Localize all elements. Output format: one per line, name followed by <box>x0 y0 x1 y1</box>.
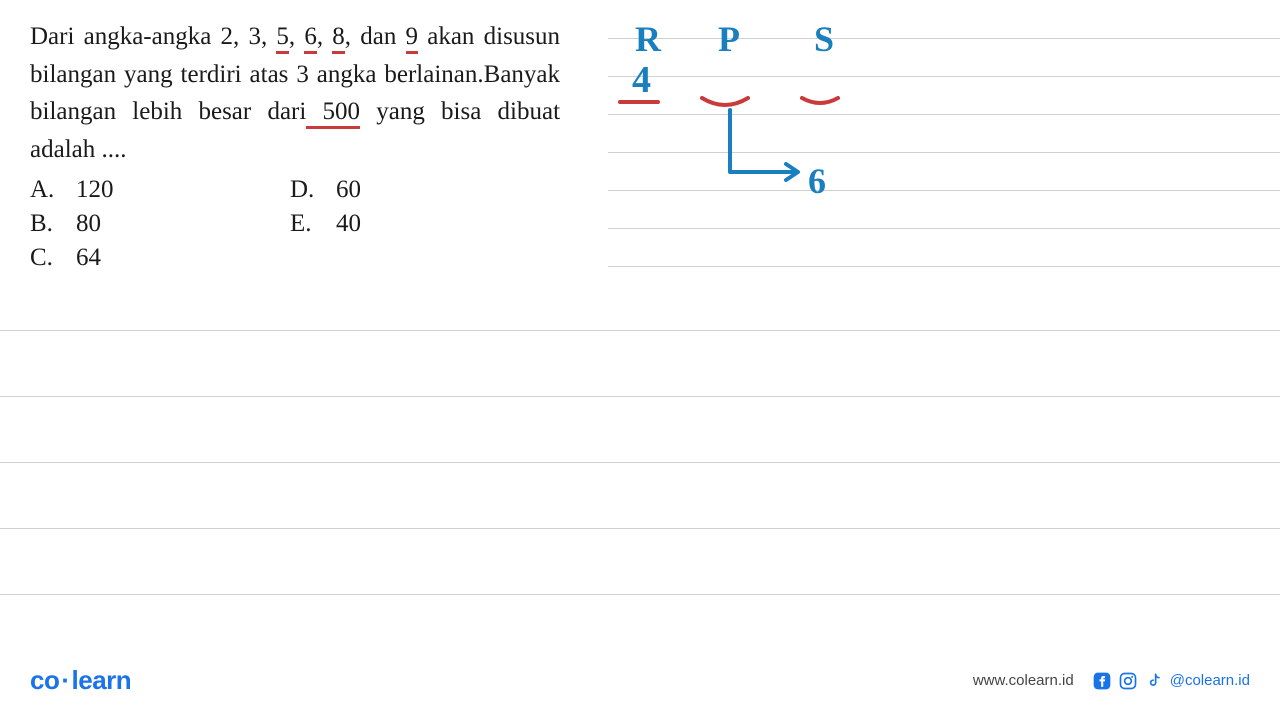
logo-learn: learn <box>72 665 132 695</box>
option-value: 80 <box>76 210 101 237</box>
logo-co: co <box>30 665 59 695</box>
q-text: akan <box>418 23 474 50</box>
ruled-line <box>608 76 1280 77</box>
handwriting-S: S <box>814 18 834 60</box>
option-label: D. <box>290 176 336 204</box>
option-c: C.64 <box>30 244 290 272</box>
question-text: Dari angka-angka 2, 3, 5, 6, 8, dan 9 ak… <box>30 18 560 168</box>
option-d: D.60 <box>290 176 490 204</box>
q-underline: 5 <box>276 23 289 54</box>
ruled-line <box>0 396 1280 397</box>
option-label: A. <box>30 176 76 204</box>
footer-right: www.colearn.id @colearn.id <box>973 671 1250 691</box>
q-underline: 8 <box>332 23 345 54</box>
logo-dot: · <box>61 665 69 695</box>
option-label: B. <box>30 210 76 238</box>
option-b: B.80 <box>30 210 290 238</box>
option-label: E. <box>290 210 336 238</box>
ruled-line <box>0 594 1280 595</box>
q-text: , <box>289 23 304 50</box>
ruled-line <box>608 152 1280 153</box>
footer: co·learn www.colearn.id @colearn.id <box>30 665 1250 696</box>
footer-url: www.colearn.id <box>973 672 1074 689</box>
option-value: 64 <box>76 244 101 271</box>
red-underline <box>618 100 660 104</box>
option-e: E.40 <box>290 210 490 238</box>
red-underline-curve <box>800 94 840 108</box>
handwriting-R: R <box>635 18 661 60</box>
option-value: 40 <box>336 210 361 237</box>
ruled-line <box>608 190 1280 191</box>
tiktok-icon <box>1144 671 1164 691</box>
ruled-line <box>0 462 1280 463</box>
instagram-icon <box>1118 671 1138 691</box>
q-underline: 500 <box>306 98 360 129</box>
ruled-line <box>608 38 1280 39</box>
arrow-icon <box>720 108 810 188</box>
handwriting-6: 6 <box>808 160 826 202</box>
ruled-line <box>0 528 1280 529</box>
option-label: C. <box>30 244 76 272</box>
q-underline: 9 <box>406 23 419 54</box>
question-block: Dari angka-angka 2, 3, 5, 6, 8, dan 9 ak… <box>30 18 560 272</box>
ruled-line <box>0 330 1280 331</box>
options-grid: A.120 D.60 B.80 E.40 C.64 <box>30 176 560 272</box>
q-text: Dari angka-angka 2, 3, <box>30 23 276 50</box>
social-icons: @colearn.id <box>1092 671 1250 691</box>
option-value: 120 <box>76 176 114 203</box>
handwriting-4: 4 <box>632 58 651 102</box>
option-a: A.120 <box>30 176 290 204</box>
facebook-icon <box>1092 671 1112 691</box>
q-text: , dan <box>345 23 406 50</box>
brand-logo: co·learn <box>30 665 131 696</box>
q-underline: 6 <box>304 23 317 54</box>
handwriting-P: P <box>718 18 740 60</box>
option-value: 60 <box>336 176 361 203</box>
ruled-line <box>608 114 1280 115</box>
page: Dari angka-angka 2, 3, 5, 6, 8, dan 9 ak… <box>0 0 1280 720</box>
ruled-line <box>608 266 1280 267</box>
social-handle: @colearn.id <box>1170 672 1250 689</box>
q-text: , <box>317 23 332 50</box>
ruled-line <box>608 228 1280 229</box>
